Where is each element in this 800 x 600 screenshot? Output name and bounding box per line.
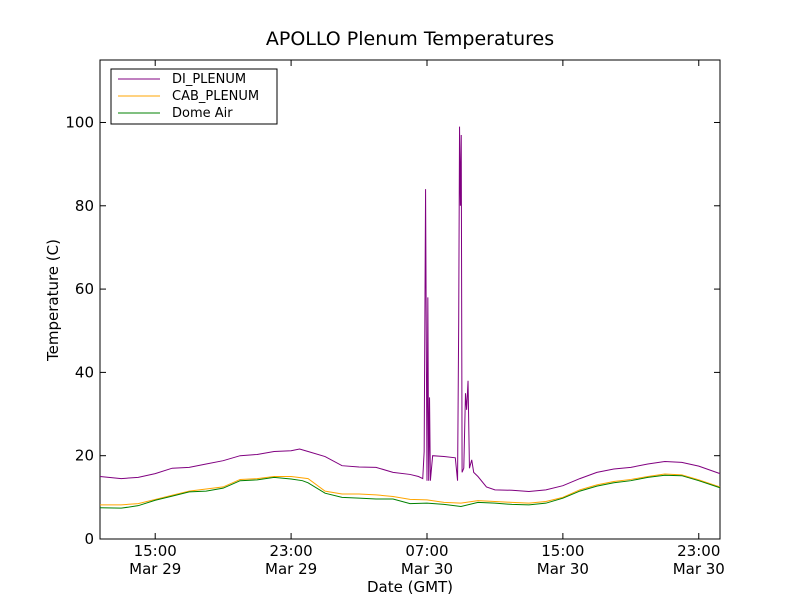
x-axis-label: Date (GMT) [367, 578, 453, 596]
x-tick-label-date: Mar 30 [401, 560, 453, 578]
x-tick-label-time: 07:00 [405, 542, 448, 560]
axes-frame [99, 59, 721, 540]
y-tick-label: 100 [65, 113, 94, 131]
x-tick-label-time: 23:00 [269, 542, 312, 560]
y-tick-label: 20 [75, 447, 94, 465]
legend-label: DI_PLENUM [172, 72, 246, 87]
y-tick-label: 60 [75, 280, 94, 298]
series-line-di-plenum [99, 126, 721, 493]
series-line-cab-plenum [100, 473, 721, 506]
series-layer [99, 126, 721, 509]
series-line-dome-air [99, 474, 721, 509]
y-tick-label: 40 [75, 363, 94, 381]
y-axis-label: Temperature (C) [44, 239, 62, 362]
legend-label: Dome Air [172, 106, 233, 121]
x-tick-label-time: 15:00 [541, 542, 584, 560]
y-tick-label: 80 [75, 197, 94, 215]
x-tick-label-date: Mar 30 [537, 560, 589, 578]
x-tick-label-time: 15:00 [134, 542, 177, 560]
x-tick-label-date: Mar 29 [265, 560, 317, 578]
x-tick-label-date: Mar 30 [673, 560, 725, 578]
legend-label: CAB_PLENUM [172, 89, 259, 104]
y-tick-label: 0 [84, 530, 94, 548]
legend: DI_PLENUM CAB_PLENUM Dome Air [110, 68, 278, 125]
x-tick-label-date: Mar 29 [129, 560, 181, 578]
chart-title: APOLLO Plenum Temperatures [266, 28, 554, 50]
x-tick-label-time: 23:00 [677, 542, 720, 560]
